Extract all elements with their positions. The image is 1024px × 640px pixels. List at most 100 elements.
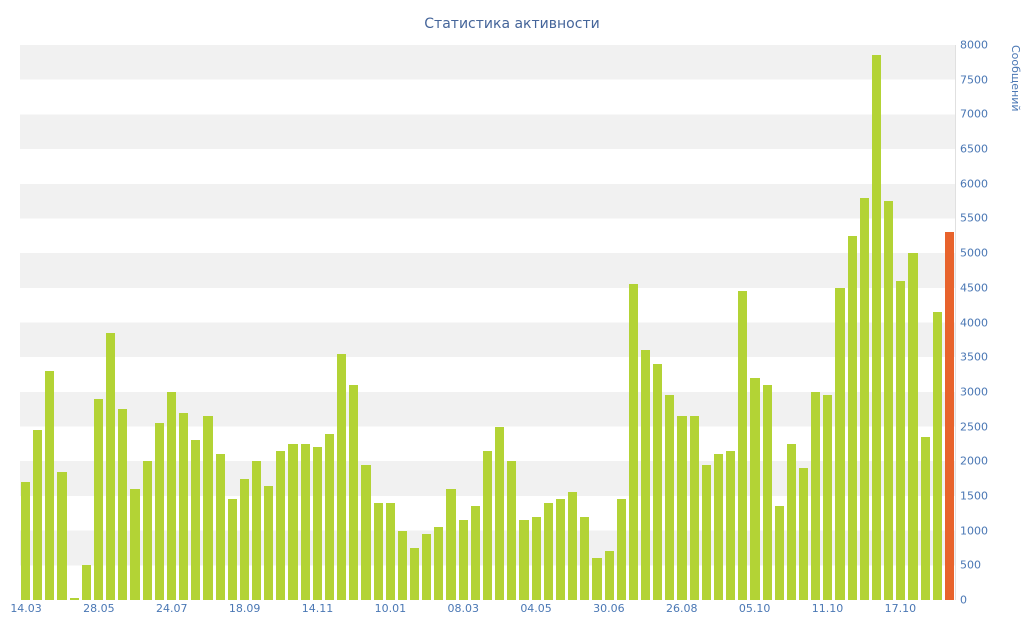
bar[interactable] <box>69 597 79 600</box>
bar[interactable] <box>677 416 687 600</box>
bar[interactable] <box>227 499 237 600</box>
x-axis-tick-label: 30.06 <box>593 602 625 615</box>
x-axis-labels: 14.03 28.05 24.07 18.09 14.11 10.01 08.03 04.05… <box>10 602 955 618</box>
x-axis-tick-label: 26.08 <box>666 602 698 615</box>
bar[interactable] <box>482 450 493 600</box>
bar[interactable] <box>276 450 286 600</box>
bar[interactable] <box>300 443 310 600</box>
bar[interactable] <box>628 284 638 600</box>
bar[interactable] <box>154 423 164 600</box>
bar[interactable] <box>543 502 553 600</box>
bar[interactable] <box>118 409 128 600</box>
y-axis-tick-label: 5500 <box>960 211 988 225</box>
y-axis-tick-label: 1500 <box>960 489 988 503</box>
bar[interactable] <box>21 482 31 600</box>
x-axis-tick-label: 04.05 <box>520 602 552 615</box>
bar[interactable] <box>434 527 444 600</box>
bar[interactable] <box>507 461 517 600</box>
bar[interactable] <box>726 450 736 600</box>
bar[interactable] <box>871 55 882 600</box>
bar[interactable] <box>337 353 347 600</box>
bar[interactable] <box>738 291 748 600</box>
y-axis-tick-label: 7500 <box>960 73 988 87</box>
bar[interactable] <box>653 364 663 600</box>
bar[interactable] <box>93 398 104 600</box>
bar[interactable] <box>592 558 602 600</box>
bar[interactable] <box>519 520 529 600</box>
bar[interactable] <box>385 502 395 600</box>
y-axis-tick-label: 6500 <box>960 142 988 156</box>
y-axis-tick-label: 2500 <box>960 420 988 434</box>
bar[interactable] <box>106 332 116 600</box>
bar[interactable] <box>324 433 335 600</box>
bar[interactable] <box>422 534 432 600</box>
bar[interactable] <box>179 412 189 600</box>
bar[interactable] <box>762 384 772 600</box>
bar[interactable] <box>191 440 201 600</box>
bar[interactable] <box>446 489 456 600</box>
bar[interactable] <box>361 464 371 600</box>
bar[interactable] <box>811 391 821 600</box>
bar[interactable] <box>835 287 845 600</box>
bar[interactable] <box>495 426 505 600</box>
bar[interactable] <box>349 384 359 600</box>
bar[interactable] <box>470 506 480 600</box>
bar[interactable] <box>397 530 407 600</box>
bar[interactable] <box>616 499 626 600</box>
bar[interactable] <box>568 492 578 600</box>
bar[interactable] <box>786 443 796 600</box>
bar[interactable] <box>373 502 383 600</box>
bar[interactable] <box>908 253 918 600</box>
x-axis-tick-label: 05.10 <box>738 602 771 615</box>
bar[interactable] <box>130 489 140 600</box>
bar[interactable] <box>166 391 177 600</box>
bar[interactable] <box>701 464 711 600</box>
bar[interactable] <box>823 395 833 600</box>
bar[interactable] <box>580 516 590 600</box>
bar[interactable] <box>799 468 809 600</box>
bar[interactable] <box>288 443 298 600</box>
bar[interactable] <box>203 416 213 600</box>
x-axis-tick-label: 14.11 <box>301 602 334 615</box>
bar[interactable] <box>458 520 468 600</box>
bar[interactable] <box>33 430 43 600</box>
bar[interactable] <box>750 378 760 600</box>
bar[interactable] <box>531 516 541 600</box>
y-axis-tick-label: 6000 <box>960 177 988 191</box>
y-axis-tick-label: 5000 <box>960 246 988 260</box>
bar[interactable] <box>920 436 930 600</box>
bar[interactable] <box>555 499 566 600</box>
bar[interactable] <box>896 280 906 600</box>
bar[interactable] <box>264 485 274 600</box>
x-axis-tick-label: 14.03 <box>10 602 42 615</box>
bar-highlighted[interactable] <box>944 232 955 600</box>
bar[interactable] <box>713 454 724 600</box>
y-axis-tick-label: 3500 <box>960 350 988 364</box>
bars-container <box>20 45 955 600</box>
bar[interactable] <box>251 461 262 600</box>
bar[interactable] <box>665 395 675 600</box>
bar[interactable] <box>57 471 67 600</box>
bar[interactable] <box>859 197 869 600</box>
bar[interactable] <box>640 350 651 600</box>
bar[interactable] <box>847 235 857 600</box>
y-axis-title: Сообщений <box>1009 45 1022 112</box>
bar[interactable] <box>312 447 322 600</box>
bar[interactable] <box>932 312 942 600</box>
bar[interactable] <box>45 371 55 600</box>
bar[interactable] <box>884 201 894 600</box>
bar[interactable] <box>239 478 249 600</box>
bar[interactable] <box>81 565 91 600</box>
bar[interactable] <box>774 506 784 600</box>
bar[interactable] <box>142 461 152 600</box>
bar[interactable] <box>604 551 614 600</box>
plot-area <box>20 45 956 600</box>
x-axis-tick-label: 17.10 <box>884 602 917 615</box>
bar[interactable] <box>410 547 420 600</box>
y-axis-tick-label: 7000 <box>960 107 988 121</box>
y-axis-tick-label: 3000 <box>960 385 988 399</box>
bar[interactable] <box>215 454 225 600</box>
bar[interactable] <box>689 416 699 600</box>
y-axis-tick-label: 0 <box>960 593 967 607</box>
